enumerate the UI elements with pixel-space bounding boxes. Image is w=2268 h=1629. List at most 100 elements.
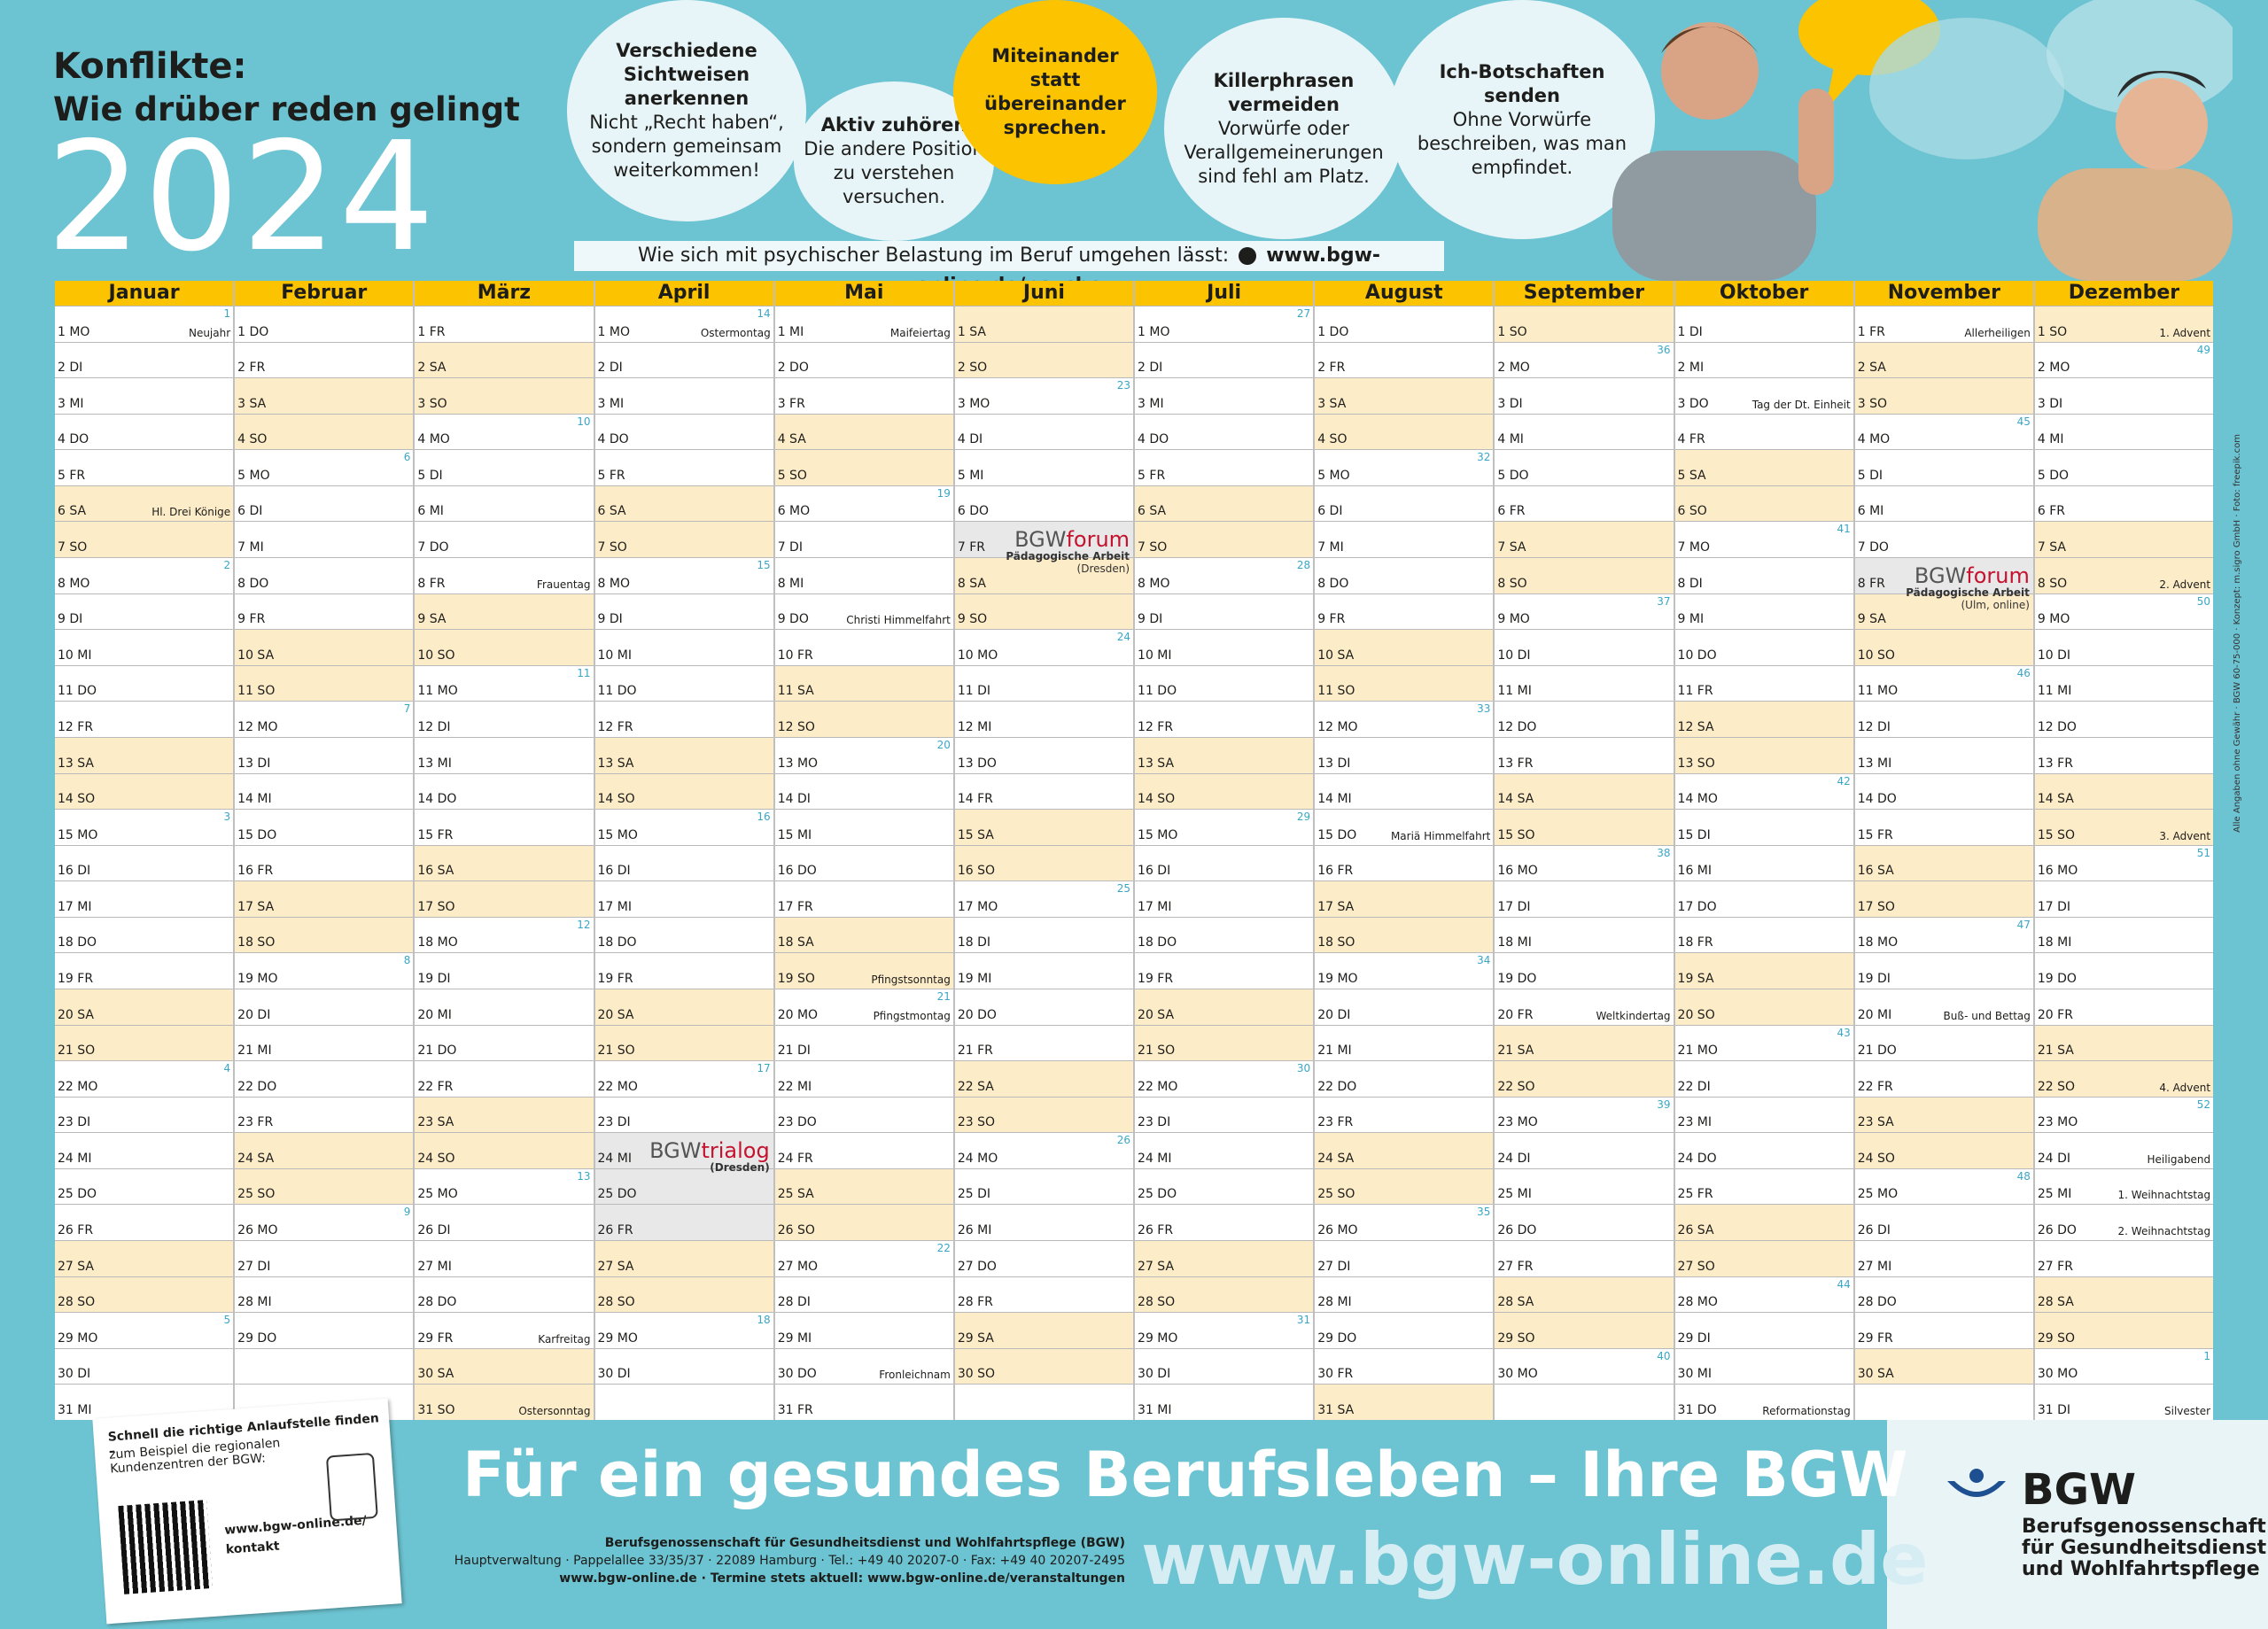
- day-label: 23 DI: [1138, 1115, 1171, 1130]
- day-label: 6 DI: [237, 504, 263, 519]
- month-header: November: [1854, 281, 2033, 306]
- day-label: 21 SA: [1497, 1043, 1534, 1059]
- day-label: 23 MI: [1677, 1115, 1713, 1130]
- day-cell: 14 FR: [954, 772, 1134, 810]
- day-cell: 19 FR: [1135, 952, 1314, 989]
- day-label: 26 DO: [2037, 1223, 2077, 1238]
- day-label: 21 DO: [417, 1043, 457, 1059]
- day-label: 19 FR: [597, 971, 633, 986]
- day-cell: 20 DI: [235, 988, 414, 1025]
- day-label: 26 SA: [1677, 1223, 1714, 1238]
- holiday-label: Allerheiligen: [1964, 326, 2031, 339]
- day-label: 4 MI: [1497, 432, 1524, 447]
- week-number: 36: [1657, 343, 1671, 356]
- photo-people: [1577, 0, 2233, 281]
- day-cell: 24 FR: [774, 1132, 953, 1168]
- holiday-label: 1. Advent: [2159, 326, 2211, 339]
- day-label: 14 MI: [237, 792, 272, 807]
- day-label: 11 DI: [957, 684, 991, 699]
- day-cell: 19 FR: [594, 952, 773, 989]
- day-cell: 28 SA: [1495, 1276, 1674, 1313]
- day-label: 13 DI: [1317, 756, 1351, 771]
- day-label: 8 SA: [957, 576, 986, 591]
- day-cell: 25 DO: [55, 1167, 234, 1205]
- day-cell: 22 FR: [415, 1060, 594, 1097]
- bubble-title: Verschiedene Sichtweisen anerkennen: [616, 40, 757, 109]
- month-column: April 1 MO Ostermontag 14 2 DI 3 MI 4 DO 5 FR 6 …: [593, 281, 773, 1420]
- holiday-label: Heiligabend: [2147, 1152, 2211, 1166]
- day-label: 18 MI: [1497, 935, 1532, 950]
- day-cell: 9 SO: [954, 593, 1134, 630]
- day-label: 16 DI: [58, 864, 91, 879]
- day-label: 27 MI: [1857, 1259, 1892, 1274]
- week-number: 42: [1837, 774, 1851, 787]
- day-cell: 6 MI: [415, 485, 594, 522]
- card-link[interactable]: kontakt: [225, 1539, 281, 1557]
- day-cell: 4 FR: [1674, 413, 1853, 450]
- day-label: 5 FR: [1138, 468, 1166, 483]
- banner-text: Wie sich mit psychischer Belastung im Be…: [637, 244, 1230, 267]
- day-cell: 26 DO: [1495, 1204, 1674, 1240]
- day-cell: 13 DO: [954, 736, 1134, 773]
- day-cell: 1 DO: [235, 306, 414, 342]
- month-column: Januar 1 MO Neujahr 1 2 DI 3 MI 4 DO 5 FR 6 SA Hl…: [55, 281, 234, 1420]
- day-label: 26 DI: [417, 1223, 451, 1238]
- day-cell: 3 MI: [1135, 377, 1314, 414]
- day-label: 7 FR: [957, 540, 985, 555]
- day-label: 18 MO: [417, 935, 458, 950]
- day-label: 17 DI: [2037, 899, 2071, 914]
- day-label: 6 FR: [2037, 504, 2066, 519]
- day-label: 14 MO: [1677, 792, 1718, 807]
- day-cell: 5 MO 6: [235, 449, 414, 485]
- day-cell: 9 SA: [1854, 593, 2033, 630]
- week-number: 31: [1296, 1314, 1311, 1327]
- holiday-label: 2. Advent: [2159, 578, 2211, 591]
- day-label: 17 FR: [777, 899, 813, 914]
- day-label: 15 DO: [237, 827, 277, 842]
- event-trialog[interactable]: BGWtrialog (Dresden): [649, 1140, 770, 1174]
- day-label: 1 SA: [957, 324, 986, 339]
- day-label: 19 MO: [1317, 971, 1358, 986]
- event-forum2[interactable]: BGWforum Pädagogische Arbeit (Ulm, online): [1906, 565, 2030, 611]
- day-label: 31 MI: [58, 1402, 92, 1417]
- day-label: 12 MI: [957, 719, 992, 734]
- day-label: 2 FR: [237, 361, 266, 376]
- day-cell: 23 FR: [235, 1096, 414, 1133]
- day-label: 12 DI: [417, 719, 451, 734]
- day-label: 9 DI: [1138, 612, 1163, 627]
- imprint-sidebar: Alle Angaben ohne Gewähr · BGW 60-75-000…: [2233, 434, 2242, 833]
- day-label: 10 DI: [2037, 648, 2071, 663]
- day-label: 6 DO: [957, 504, 990, 519]
- day-label: 16 SO: [957, 864, 996, 879]
- day-cell: 1 MO Ostermontag 14: [594, 306, 773, 342]
- day-label: 7 DO: [417, 540, 449, 555]
- day-cell: 19 DO: [1495, 952, 1674, 989]
- day-cell: 14 SA: [2034, 772, 2214, 810]
- event-forum1[interactable]: BGWforum Pädagogische Arbeit (Dresden): [1006, 529, 1130, 575]
- day-label: 30 MI: [1677, 1367, 1713, 1382]
- day-label: 12 SO: [777, 719, 815, 734]
- day-cell: 4 MI: [1495, 413, 1674, 450]
- day-label: 26 MI: [957, 1223, 992, 1238]
- day-label: 16 FR: [1317, 864, 1354, 879]
- week-number: 49: [2196, 343, 2211, 356]
- day-cell: 23 MO 39: [1495, 1096, 1674, 1133]
- day-cell: 16 FR: [1315, 844, 1494, 881]
- day-label: 15 MO: [1138, 827, 1178, 842]
- qr-code[interactable]: [118, 1500, 213, 1594]
- day-label: 24 FR: [777, 1151, 813, 1166]
- day-cell: 13 SA: [594, 736, 773, 773]
- day-label: 1 MO: [597, 324, 630, 339]
- day-label: 12 FR: [1138, 719, 1174, 734]
- day-label: 2 FR: [1317, 361, 1346, 376]
- day-cell: 5 SA: [1674, 449, 1853, 485]
- week-number: 14: [757, 307, 771, 320]
- day-cell: 9 DO Christi Himmelfahrt: [774, 593, 953, 630]
- day-label: 29 FR: [1857, 1330, 1893, 1346]
- day-cell: 9 MO 37: [1495, 593, 1674, 630]
- day-cell: 28 SO: [55, 1276, 234, 1313]
- footer-website[interactable]: www.bgw-online.de: [1141, 1518, 1929, 1601]
- day-label: 19 DI: [417, 971, 451, 986]
- day-cell: 9 SA: [415, 593, 594, 630]
- month-header: August: [1315, 281, 1494, 306]
